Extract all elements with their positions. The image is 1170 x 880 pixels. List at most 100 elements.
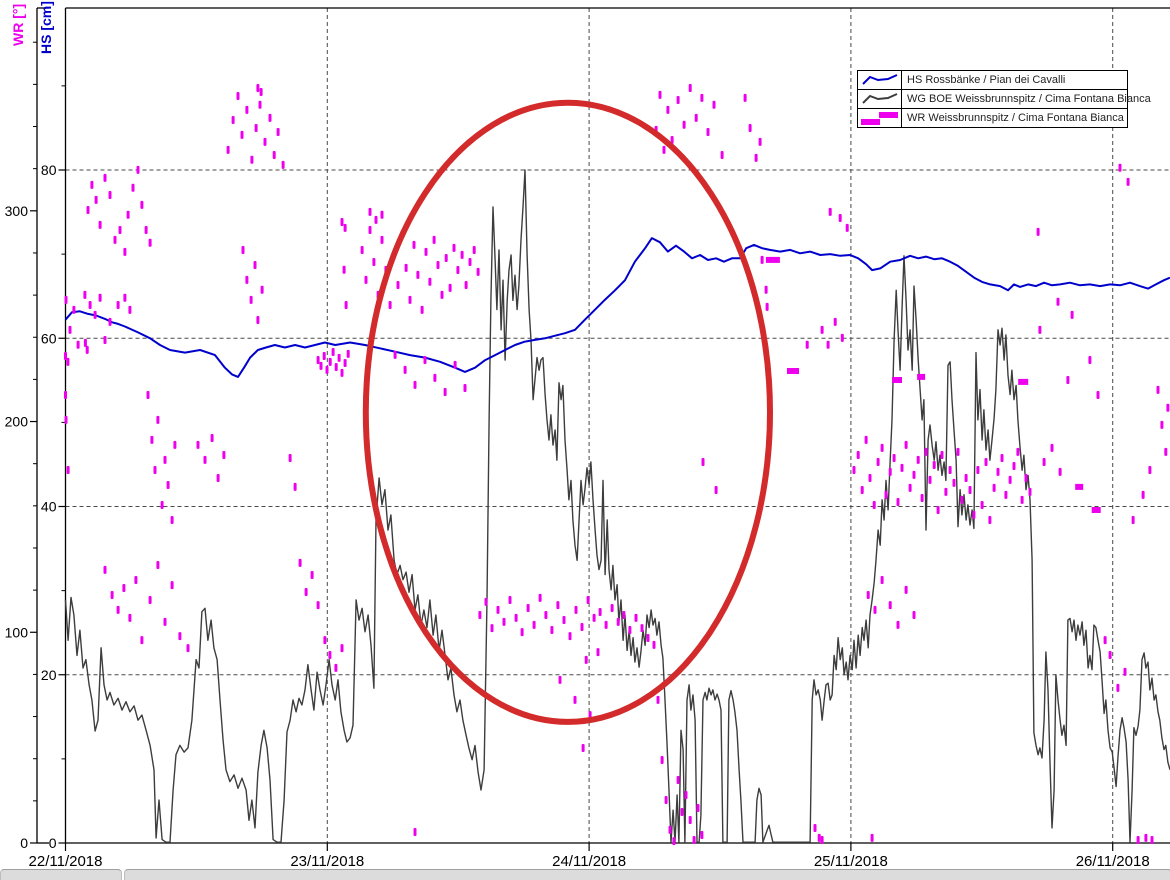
wr-point [880, 576, 884, 584]
wr-point [688, 84, 692, 92]
wr-point [628, 626, 632, 634]
wr-point [1028, 487, 1032, 496]
wr-point [298, 558, 302, 567]
wr-bar [917, 373, 926, 380]
wr-point [148, 238, 152, 247]
wr-point [826, 340, 830, 349]
window-edge-strip-left [0, 869, 122, 880]
date-label: 26/11/2018 [1076, 853, 1150, 870]
wr-point [860, 486, 864, 494]
wr-point [64, 295, 68, 304]
wr-point [668, 825, 672, 834]
wr-point [463, 384, 467, 392]
wr-point [1070, 310, 1074, 319]
wr-point [1008, 475, 1012, 484]
wr-point [453, 360, 457, 369]
wr-tick-label: 100 [5, 624, 29, 640]
wr-point [412, 240, 416, 249]
wr-point [856, 451, 860, 459]
wr-point [310, 571, 314, 579]
wr-point [760, 255, 764, 264]
wr-point [1016, 447, 1020, 456]
wr-point [448, 283, 452, 292]
wr-point [404, 263, 408, 272]
wr-point [712, 100, 716, 109]
wr-point [231, 116, 235, 124]
wr-point [423, 356, 427, 364]
hs-line-icon [858, 71, 902, 89]
wr-point [660, 756, 664, 764]
wr-point [598, 608, 602, 616]
wr-point [148, 596, 152, 604]
wr-point [256, 316, 260, 324]
wr-point [1156, 385, 1160, 394]
wr-point [646, 634, 650, 642]
wr-point [884, 490, 888, 499]
wr-bar [765, 256, 780, 263]
wr-point [584, 655, 588, 664]
wr-point [720, 151, 724, 159]
wr-point [908, 483, 912, 492]
wr-point [245, 275, 249, 284]
wr-point [765, 302, 769, 311]
wr-point [116, 301, 120, 309]
wr-point [393, 350, 397, 359]
wr-point [764, 285, 768, 294]
wr-point [520, 628, 524, 637]
wr-point [108, 317, 112, 326]
wr-point [360, 246, 364, 254]
wr-point [452, 243, 456, 252]
date-label: 23/11/2018 [290, 853, 364, 870]
wr-point [805, 340, 809, 349]
hs-axis-title: HS [cm] [38, 1, 54, 54]
wr-point [166, 481, 170, 489]
wr-point [103, 173, 107, 182]
wr-point [156, 561, 160, 569]
date-label: 24/11/2018 [552, 853, 626, 870]
wr-point [249, 295, 253, 304]
wr-point [1024, 474, 1028, 482]
wr-point [758, 137, 762, 146]
wr-point [241, 246, 245, 254]
wr-point [88, 301, 92, 309]
wr-point [316, 356, 320, 364]
wr-point [90, 180, 94, 189]
wr-point [440, 290, 444, 299]
wr-point [72, 305, 76, 314]
wr-point [146, 391, 150, 399]
wr-point [328, 651, 332, 659]
wr-point [532, 620, 536, 629]
wr-point [281, 160, 285, 169]
wr-point [870, 833, 874, 842]
wr-point [1038, 325, 1042, 334]
wr-point [304, 588, 308, 596]
wr-point [888, 601, 892, 610]
wr-point [932, 461, 936, 469]
legend-row-hs: HS Rossbänke / Pian dei Cavalli [858, 71, 1127, 89]
legend-row-wr: WR Weissbrunnspitz / Cima Fontana Bianca [858, 108, 1127, 127]
wr-point [662, 145, 666, 154]
wr-point [272, 151, 276, 159]
wr-point [896, 498, 900, 506]
wr-point [1160, 420, 1164, 429]
wr-point [672, 837, 676, 846]
wr-point [666, 105, 670, 114]
wr-point [203, 455, 207, 464]
wr-point [364, 275, 368, 284]
wr-point [64, 352, 67, 360]
wr-point [319, 361, 323, 370]
wr-point [701, 458, 705, 466]
wr-point [992, 483, 996, 492]
wr-point [254, 124, 258, 132]
legend-label-wg: WG BOE Weissbrunnspitz / Cima Fontana Bi… [907, 93, 1151, 105]
wr-point [754, 153, 758, 162]
wr-point [337, 353, 341, 362]
wr-point [108, 191, 112, 199]
wr-point [1004, 490, 1008, 499]
wr-point [374, 215, 378, 224]
wr-point [596, 648, 600, 657]
hs-tick-label: 80 [41, 162, 57, 178]
wr-tick-label: 200 [5, 414, 29, 430]
wr-point [110, 591, 114, 599]
wr-point [325, 365, 329, 374]
